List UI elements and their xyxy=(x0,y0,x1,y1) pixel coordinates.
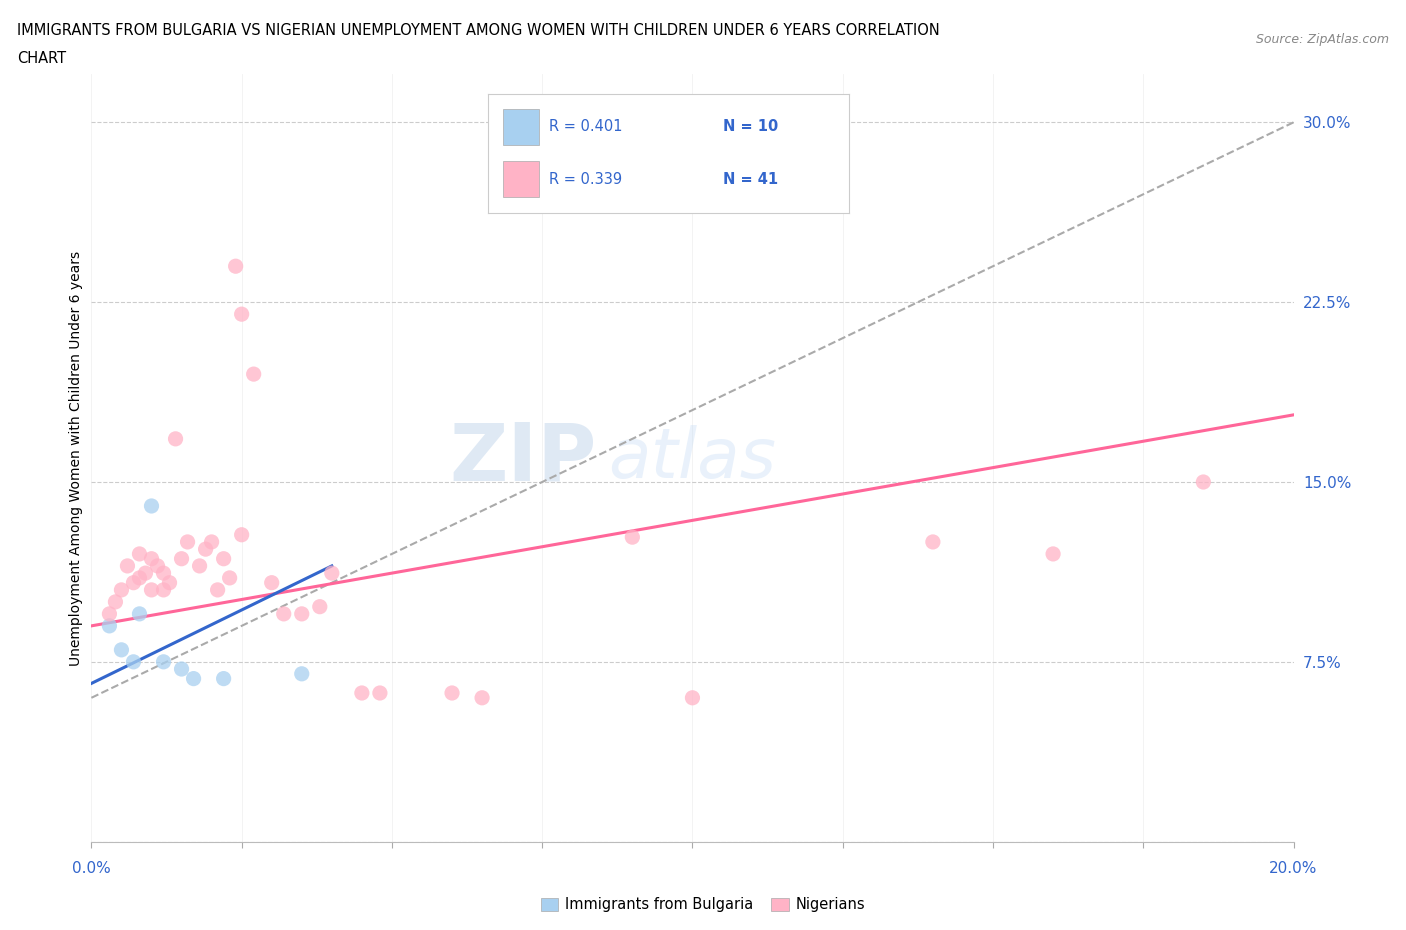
Text: 0.0%: 0.0% xyxy=(72,861,111,876)
Point xyxy=(1192,474,1215,489)
Point xyxy=(207,582,229,597)
Point xyxy=(141,498,163,513)
Point xyxy=(368,685,391,700)
Point xyxy=(308,599,330,614)
Point xyxy=(291,606,314,621)
Point xyxy=(231,527,253,542)
Point xyxy=(134,565,156,580)
Point xyxy=(176,535,198,550)
Point xyxy=(922,535,945,550)
Y-axis label: Unemployment Among Women with Children Under 6 years: Unemployment Among Women with Children U… xyxy=(69,250,83,666)
Point xyxy=(170,551,193,566)
Point xyxy=(194,541,217,556)
Point xyxy=(152,565,174,580)
Point xyxy=(141,582,163,597)
Point xyxy=(201,535,224,550)
Point xyxy=(128,547,150,562)
Point xyxy=(117,559,139,574)
Text: CHART: CHART xyxy=(17,51,66,66)
Point xyxy=(98,606,121,621)
Point xyxy=(152,655,174,670)
Point xyxy=(152,582,174,597)
Point xyxy=(170,661,193,676)
Point xyxy=(122,655,145,670)
Point xyxy=(128,570,150,585)
Point xyxy=(440,685,463,700)
Point xyxy=(128,606,150,621)
Point xyxy=(1042,547,1064,562)
Point xyxy=(122,576,145,591)
Point xyxy=(141,551,163,566)
Point xyxy=(350,685,373,700)
Point xyxy=(212,551,235,566)
Text: atlas: atlas xyxy=(609,424,776,492)
Text: IMMIGRANTS FROM BULGARIA VS NIGERIAN UNEMPLOYMENT AMONG WOMEN WITH CHILDREN UNDE: IMMIGRANTS FROM BULGARIA VS NIGERIAN UNE… xyxy=(17,23,939,38)
Point xyxy=(110,582,132,597)
Point xyxy=(242,366,264,381)
Point xyxy=(159,576,181,591)
Legend: Immigrants from Bulgaria, Nigerians: Immigrants from Bulgaria, Nigerians xyxy=(534,891,872,918)
Point xyxy=(260,576,283,591)
Text: Source: ZipAtlas.com: Source: ZipAtlas.com xyxy=(1256,33,1389,46)
Point xyxy=(104,594,127,609)
Point xyxy=(471,690,494,705)
Point xyxy=(621,530,644,545)
Point xyxy=(212,671,235,686)
Point xyxy=(110,643,132,658)
Point xyxy=(681,690,703,705)
Point xyxy=(231,307,253,322)
Point xyxy=(183,671,205,686)
Point xyxy=(218,570,240,585)
Point xyxy=(273,606,295,621)
Point xyxy=(291,667,314,682)
Text: 20.0%: 20.0% xyxy=(1270,861,1317,876)
Point xyxy=(188,559,211,574)
Point xyxy=(321,565,343,580)
Text: ZIP: ZIP xyxy=(449,419,596,497)
Point xyxy=(98,618,121,633)
Point xyxy=(225,259,247,273)
Point xyxy=(165,432,187,446)
Point xyxy=(146,559,169,574)
